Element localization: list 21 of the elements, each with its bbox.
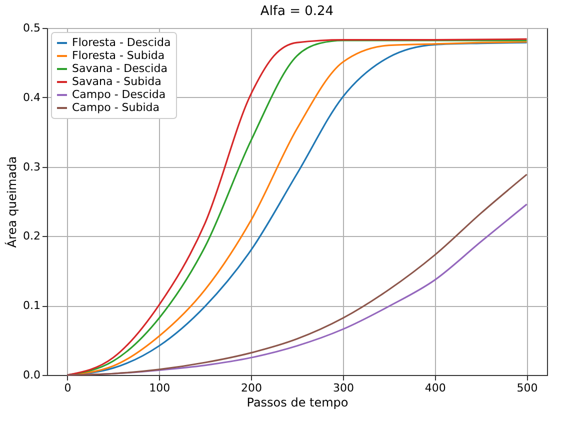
- x-tick-label: 200: [241, 382, 262, 394]
- x-axis-title: Passos de tempo: [246, 396, 348, 410]
- y-axis-title: Área queimada: [4, 156, 20, 248]
- y-tick-label: 0.4: [23, 90, 40, 104]
- legend-label: Floresta - Descida: [72, 36, 171, 49]
- x-tick-label: 400: [424, 382, 446, 394]
- legend-label: Campo - Subida: [72, 101, 160, 114]
- y-tick-label: 0.3: [23, 160, 40, 174]
- x-tick-label: 500: [516, 382, 538, 394]
- y-tick-label: 0.0: [23, 368, 40, 382]
- legend-label: Campo - Descida: [72, 88, 166, 101]
- y-tick-label: 0.1: [23, 299, 40, 312]
- x-tick-label: 300: [332, 382, 354, 394]
- y-tick-label: 0.5: [23, 22, 40, 34]
- legend-label: Savana - Descida: [72, 62, 168, 75]
- legend-label: Floresta - Subida: [72, 49, 165, 62]
- x-tick-label: 0: [64, 382, 72, 394]
- chart-title: Alfa = 0.24: [260, 4, 334, 19]
- legend-label: Savana - Subida: [72, 75, 162, 88]
- y-tick-label: 0.2: [23, 230, 40, 243]
- x-tick-label: 100: [149, 382, 170, 394]
